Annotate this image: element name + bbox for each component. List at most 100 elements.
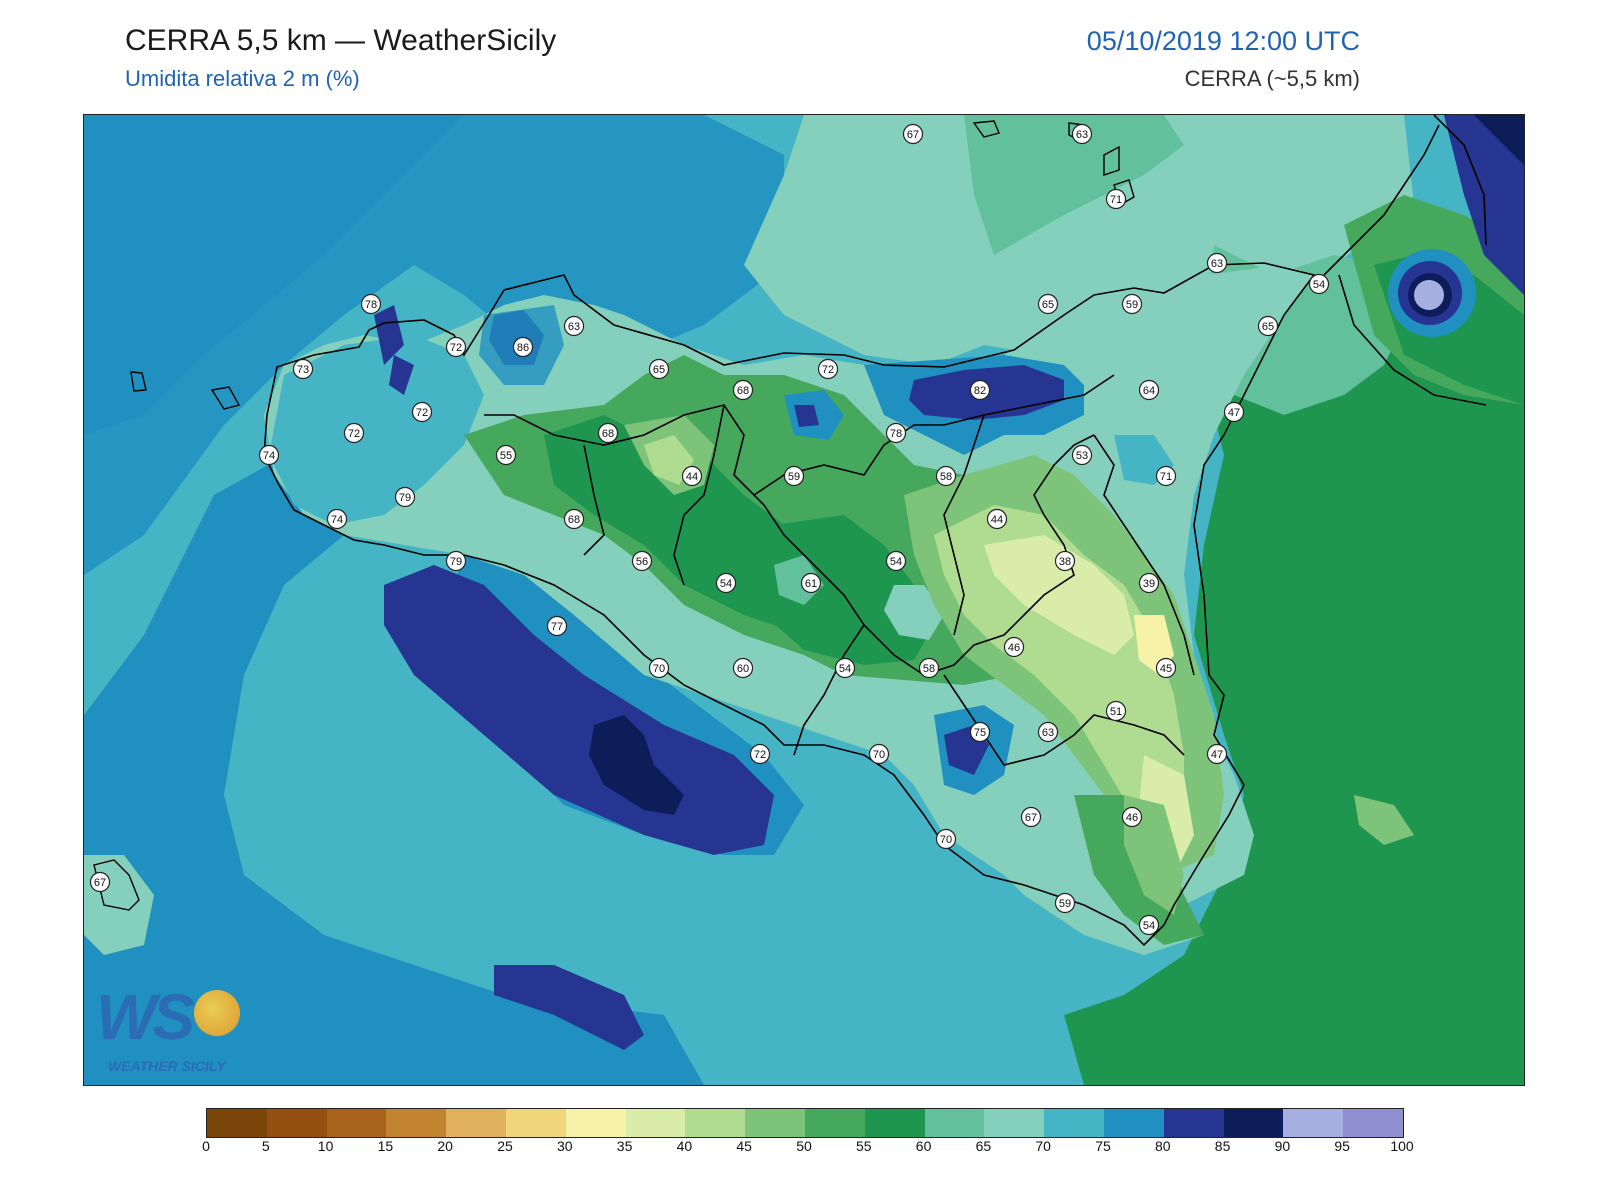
station-value: 64 <box>1143 385 1155 397</box>
station-value: 75 <box>974 727 986 739</box>
weathersicily-logo: WS WEATHER SICILY <box>96 980 256 1074</box>
station-value: 54 <box>1143 920 1155 932</box>
colorbar-tick-label: 5 <box>261 1138 270 1154</box>
colorbar-tick-label: 85 <box>1214 1138 1231 1154</box>
station-marker: 61 <box>800 572 822 594</box>
station-value: 44 <box>991 514 1003 526</box>
colorbar-tick-label: 60 <box>915 1138 932 1154</box>
station-marker: 63 <box>1206 252 1228 274</box>
colorbar-segment <box>864 1109 925 1137</box>
station-value: 58 <box>923 663 935 675</box>
station-marker: 58 <box>935 465 957 487</box>
station-marker: 67 <box>902 123 924 145</box>
colorbar-segment <box>804 1109 865 1137</box>
station-value: 45 <box>1160 663 1172 675</box>
station-marker: 63 <box>563 315 585 337</box>
colorbar-tick-label: 75 <box>1095 1138 1111 1154</box>
colorbar-tick-label: 45 <box>736 1138 752 1154</box>
station-value: 54 <box>839 663 851 675</box>
station-marker: 86 <box>512 336 534 358</box>
colorbar-tick-label: 55 <box>856 1138 872 1154</box>
colorbar-segment <box>984 1109 1045 1137</box>
station-marker: 54 <box>834 657 856 679</box>
colorbar-tick-label: 95 <box>1334 1138 1350 1154</box>
colorbar-tick-label: 50 <box>796 1138 812 1154</box>
colorbar-segment <box>565 1109 626 1137</box>
station-marker: 38 <box>1054 550 1076 572</box>
station-marker: 59 <box>1054 892 1076 914</box>
colorbar-tick-label: 100 <box>1390 1138 1414 1154</box>
colorbar-segment <box>1163 1109 1224 1137</box>
station-marker: 71 <box>1155 465 1177 487</box>
station-value: 46 <box>1008 642 1020 654</box>
station-value: 70 <box>940 834 952 846</box>
station-value: 53 <box>1076 450 1088 462</box>
colorbar-tick-label: 15 <box>377 1138 394 1154</box>
station-value: 56 <box>636 556 648 568</box>
station-value: 77 <box>551 621 563 633</box>
station-marker: 64 <box>1138 379 1160 401</box>
colorbar-segment <box>326 1109 387 1137</box>
station-value: 72 <box>754 749 766 761</box>
colorbar-segment <box>745 1109 805 1137</box>
station-marker: 46 <box>1121 806 1143 828</box>
station-value: 67 <box>1025 812 1037 824</box>
station-value: 44 <box>686 471 698 483</box>
station-marker: 59 <box>783 465 805 487</box>
station-marker: 46 <box>1003 636 1025 658</box>
chart-title: CERRA 5,5 km — WeatherSicily <box>125 24 557 57</box>
colorbar-segment <box>685 1109 746 1137</box>
station-marker: 72 <box>445 336 467 358</box>
station-marker: 54 <box>885 550 907 572</box>
station-marker: 68 <box>597 422 619 444</box>
station-marker: 65 <box>1257 315 1279 337</box>
colorbar <box>206 1108 1404 1138</box>
colorbar-tick-label: 25 <box>497 1138 513 1154</box>
station-value: 38 <box>1059 556 1071 568</box>
station-value: 70 <box>873 749 885 761</box>
station-marker: 45 <box>1155 657 1177 679</box>
station-value: 72 <box>450 342 462 354</box>
station-marker: 78 <box>360 293 382 315</box>
station-value: 70 <box>653 663 665 675</box>
colorbar-tick-label: 80 <box>1155 1138 1171 1154</box>
station-marker: 72 <box>411 401 433 423</box>
station-value: 51 <box>1110 706 1122 718</box>
station-value: 58 <box>940 471 952 483</box>
logo-caption: WEATHER SICILY <box>108 1058 226 1074</box>
colorbar-tick-label: 10 <box>317 1138 334 1154</box>
station-marker: 68 <box>732 379 754 401</box>
station-marker: 51 <box>1105 700 1127 722</box>
station-value: 68 <box>568 514 580 526</box>
station-value: 72 <box>416 407 428 419</box>
colorbar-segment <box>266 1109 327 1137</box>
station-marker: 72 <box>749 743 771 765</box>
station-value: 65 <box>653 364 665 376</box>
colorbar-tick-label: 70 <box>1035 1138 1051 1154</box>
station-marker: 60 <box>732 657 754 679</box>
station-marker: 65 <box>648 358 670 380</box>
station-value: 47 <box>1228 407 1240 419</box>
station-markers: 67 63 71 63 54 65 59 65 78 72 86 63 73 65 72 68 82 64 72 47… <box>89 123 1330 936</box>
station-value: 86 <box>517 342 529 354</box>
station-marker: 74 <box>326 508 348 530</box>
station-marker: 44 <box>986 508 1008 530</box>
station-marker: 74 <box>258 444 280 466</box>
station-value: 71 <box>1110 194 1122 206</box>
colorbar-tick-label: 30 <box>557 1138 573 1154</box>
colorbar-tick-label: 20 <box>437 1138 453 1154</box>
station-value: 74 <box>331 514 343 526</box>
colorbar-segment <box>1103 1109 1164 1137</box>
station-marker: 63 <box>1037 721 1059 743</box>
colorbar-segment <box>1223 1109 1284 1137</box>
station-value: 79 <box>450 556 462 568</box>
station-value: 68 <box>602 428 614 440</box>
station-marker: 54 <box>1138 914 1160 936</box>
station-marker: 79 <box>445 550 467 572</box>
station-marker: 70 <box>648 657 670 679</box>
station-marker: 47 <box>1206 743 1228 765</box>
station-value: 65 <box>1262 321 1274 333</box>
station-value: 60 <box>737 663 749 675</box>
colorbar-segment <box>386 1109 447 1137</box>
station-value: 72 <box>348 428 360 440</box>
